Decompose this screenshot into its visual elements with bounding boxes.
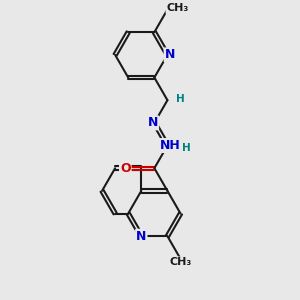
Text: O: O [120,162,130,175]
Text: CH₃: CH₃ [167,3,189,13]
Text: N: N [148,116,158,129]
Text: N: N [165,48,175,62]
Text: N: N [136,230,146,243]
Text: H: H [182,143,191,153]
Text: H: H [176,94,185,104]
Text: CH₃: CH₃ [169,257,192,267]
Text: NH: NH [159,139,180,152]
